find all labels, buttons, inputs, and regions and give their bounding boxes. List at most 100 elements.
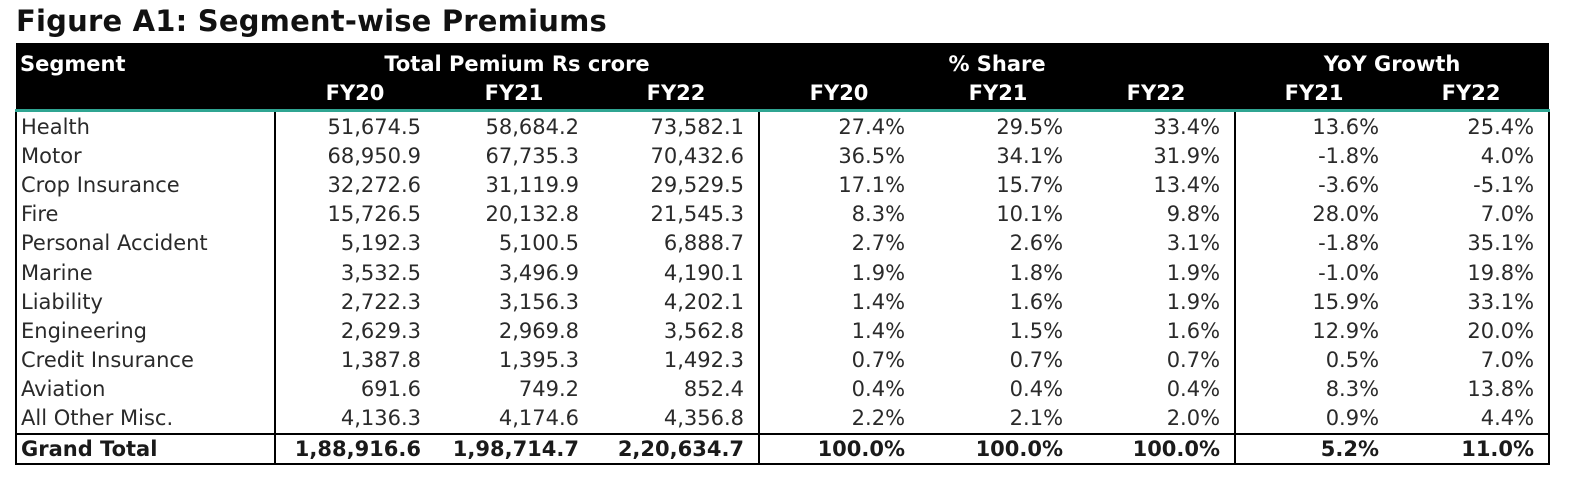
cell-share-fy20: 1.4% [851, 318, 906, 343]
cell-premium-fy21: 67,735.3 [485, 143, 579, 168]
cell-premium-fy20: 2,629.3 [340, 318, 421, 343]
segment-column-header: Segment [16, 43, 275, 76]
segment-name-cell: Marine [15, 257, 276, 288]
cell-share-fy21: 0.7% [1009, 348, 1064, 373]
cell-premium-fy20: 691.6 [360, 377, 421, 402]
cell-premium-fy22: 4,202.1 [593, 287, 761, 317]
cell-premium-fy22: 29,529.5 [593, 170, 761, 200]
cell-premium-fy22: 4,356.8 [593, 403, 761, 435]
cell-share-fy21: 15.7% [996, 172, 1064, 197]
cell-premium-fy21: 1,395.3 [498, 348, 579, 373]
cell-share-fy22: 3.1% [1077, 228, 1237, 258]
cell-share-fy20: 1.9% [851, 260, 906, 285]
total-premium-fy20: 1,88,916.6 [275, 433, 435, 466]
cell-share-fy22: 9.8% [1077, 199, 1237, 229]
cell-share-fy21: 0.4% [1009, 377, 1064, 402]
cell-premium-fy21: 3,496.9 [498, 260, 579, 285]
cell-premium-fy22: 70,432.6 [593, 141, 761, 171]
cell-premium-fy21: 749.2 [518, 377, 579, 402]
cell-share-fy21: 1.5% [1009, 318, 1064, 343]
cell-premium-fy22: 73,582.1 [593, 110, 761, 142]
cell-growth-fy21: 13.6% [1312, 114, 1380, 139]
segment-name-cell: Engineering [15, 316, 276, 346]
cell-share-fy22: 31.9% [1077, 141, 1237, 171]
cell-share-fy21: 2.6% [1009, 231, 1064, 256]
cell-premium-fy20: 2,722.3 [340, 289, 421, 314]
cell-premium-fy22: 1,492.3 [593, 345, 761, 375]
segment-name-cell: Crop Insurance [15, 170, 276, 200]
cell-share-fy20: 27.4% [838, 114, 906, 139]
cell-premium-fy21: 3,156.3 [498, 289, 579, 314]
cell-growth-fy21: -1.0% [1318, 260, 1380, 285]
group-header-total-premium: Total Pemium Rs crore [275, 43, 760, 76]
cell-share-fy20: 1.4% [851, 289, 906, 314]
cell-premium-fy22: 6,888.7 [593, 228, 761, 258]
table-row: Fire 15,726.5 20,132.8 21,545.3 8.3% 10.1% 9.8… [15, 199, 1551, 229]
cell-growth-fy21: -3.6% [1318, 172, 1380, 197]
cell-share-fy20: 0.4% [851, 377, 906, 402]
table-header: Segment Total Pemium Rs crore % Share Yo… [16, 43, 1550, 112]
figure-title: Figure A1: Segment-wise Premiums [16, 4, 607, 38]
cell-growth-fy21: -1.8% [1318, 231, 1380, 256]
total-growth-fy21: 5.2% [1235, 433, 1394, 466]
cell-share-fy22: 1.6% [1077, 316, 1237, 346]
cell-share-fy22: 0.7% [1077, 345, 1237, 375]
table-row: Liability 2,722.3 3,156.3 4,202.1 1.4% 1.6% 1.… [15, 287, 1551, 317]
cell-growth-fy21: 15.9% [1312, 289, 1380, 314]
cell-share-fy21: 1.6% [1009, 289, 1064, 314]
cell-share-fy21: 29.5% [996, 114, 1064, 139]
cell-premium-fy21: 2,969.8 [498, 318, 579, 343]
total-premium-fy21: 1,98,714.7 [435, 433, 593, 466]
cell-premium-fy21: 5,100.5 [498, 231, 579, 256]
cell-share-fy22: 13.4% [1077, 170, 1237, 200]
cell-share-fy22: 0.4% [1077, 374, 1237, 404]
segment-name-cell: Personal Accident [15, 228, 276, 258]
cell-growth-fy21: 12.9% [1312, 318, 1380, 343]
cell-premium-fy20: 51,674.5 [327, 114, 421, 139]
cell-growth-fy21: 8.3% [1325, 377, 1380, 402]
subheader-share-fy20: FY20 [759, 76, 920, 112]
cell-share-fy20: 17.1% [838, 172, 906, 197]
total-share-fy21: 100.0% [919, 433, 1078, 466]
grand-total-label: Grand Total [15, 433, 276, 466]
cell-premium-fy20: 3,532.5 [340, 260, 421, 285]
grand-total-row: Grand Total 1,88,916.6 1,98,714.7 2,20,634.… [15, 433, 1551, 466]
segment-name-cell: Credit Insurance [15, 345, 276, 375]
cell-premium-fy20: 1,387.8 [340, 348, 421, 373]
segment-name-cell: Fire [15, 199, 276, 229]
subheader-premium-fy20: FY20 [275, 76, 435, 112]
cell-growth-fy22: 20.0% [1393, 316, 1551, 346]
table-row: Motor 68,950.9 67,735.3 70,432.6 36.5% 34.1% 3… [15, 141, 1551, 171]
cell-share-fy21: 2.1% [1009, 406, 1064, 431]
segment-name-cell: All Other Misc. [15, 403, 276, 435]
cell-share-fy21: 10.1% [996, 202, 1064, 227]
subheader-premium-fy21: FY21 [435, 76, 593, 112]
cell-premium-fy22: 21,545.3 [593, 199, 761, 229]
table-row: Credit Insurance 1,387.8 1,395.3 1,492.3 0.7… [15, 345, 1551, 375]
segment-name-cell: Health [15, 110, 276, 142]
total-share-fy20: 100.0% [759, 433, 920, 466]
cell-premium-fy20: 32,272.6 [327, 172, 421, 197]
segment-subheader-blank [16, 76, 275, 112]
cell-share-fy20: 8.3% [851, 202, 906, 227]
subheader-growth-fy22: FY22 [1393, 76, 1550, 112]
cell-growth-fy22: 4.0% [1393, 141, 1551, 171]
cell-share-fy21: 1.8% [1009, 260, 1064, 285]
cell-premium-fy20: 5,192.3 [340, 231, 421, 256]
cell-premium-fy21: 4,174.6 [498, 406, 579, 431]
cell-share-fy22: 1.9% [1077, 257, 1237, 288]
cell-premium-fy22: 3,562.8 [593, 316, 761, 346]
cell-share-fy20: 2.7% [851, 231, 906, 256]
group-header-share: % Share [759, 43, 1236, 76]
table-row: Personal Accident 5,192.3 5,100.5 6,888.7 2.… [15, 228, 1551, 258]
table-body: Health 51,674.5 58,684.2 73,582.1 27.4% 29.5%… [15, 110, 1551, 466]
segment-name-cell: Aviation [15, 374, 276, 404]
subheader-growth-fy21: FY21 [1235, 76, 1394, 112]
cell-growth-fy21: -1.8% [1318, 143, 1380, 168]
table-row: Marine 3,532.5 3,496.9 4,190.1 1.9% 1.8% 1.9% -… [15, 257, 1551, 288]
cell-growth-fy21: 28.0% [1312, 202, 1380, 227]
table-row: Aviation 691.6 749.2 852.4 0.4% 0.4% 0.4% 8.3% 1… [15, 374, 1551, 404]
cell-growth-fy22: 4.4% [1393, 403, 1551, 435]
subheader-share-fy22: FY22 [1077, 76, 1236, 112]
cell-premium-fy21: 31,119.9 [485, 172, 579, 197]
